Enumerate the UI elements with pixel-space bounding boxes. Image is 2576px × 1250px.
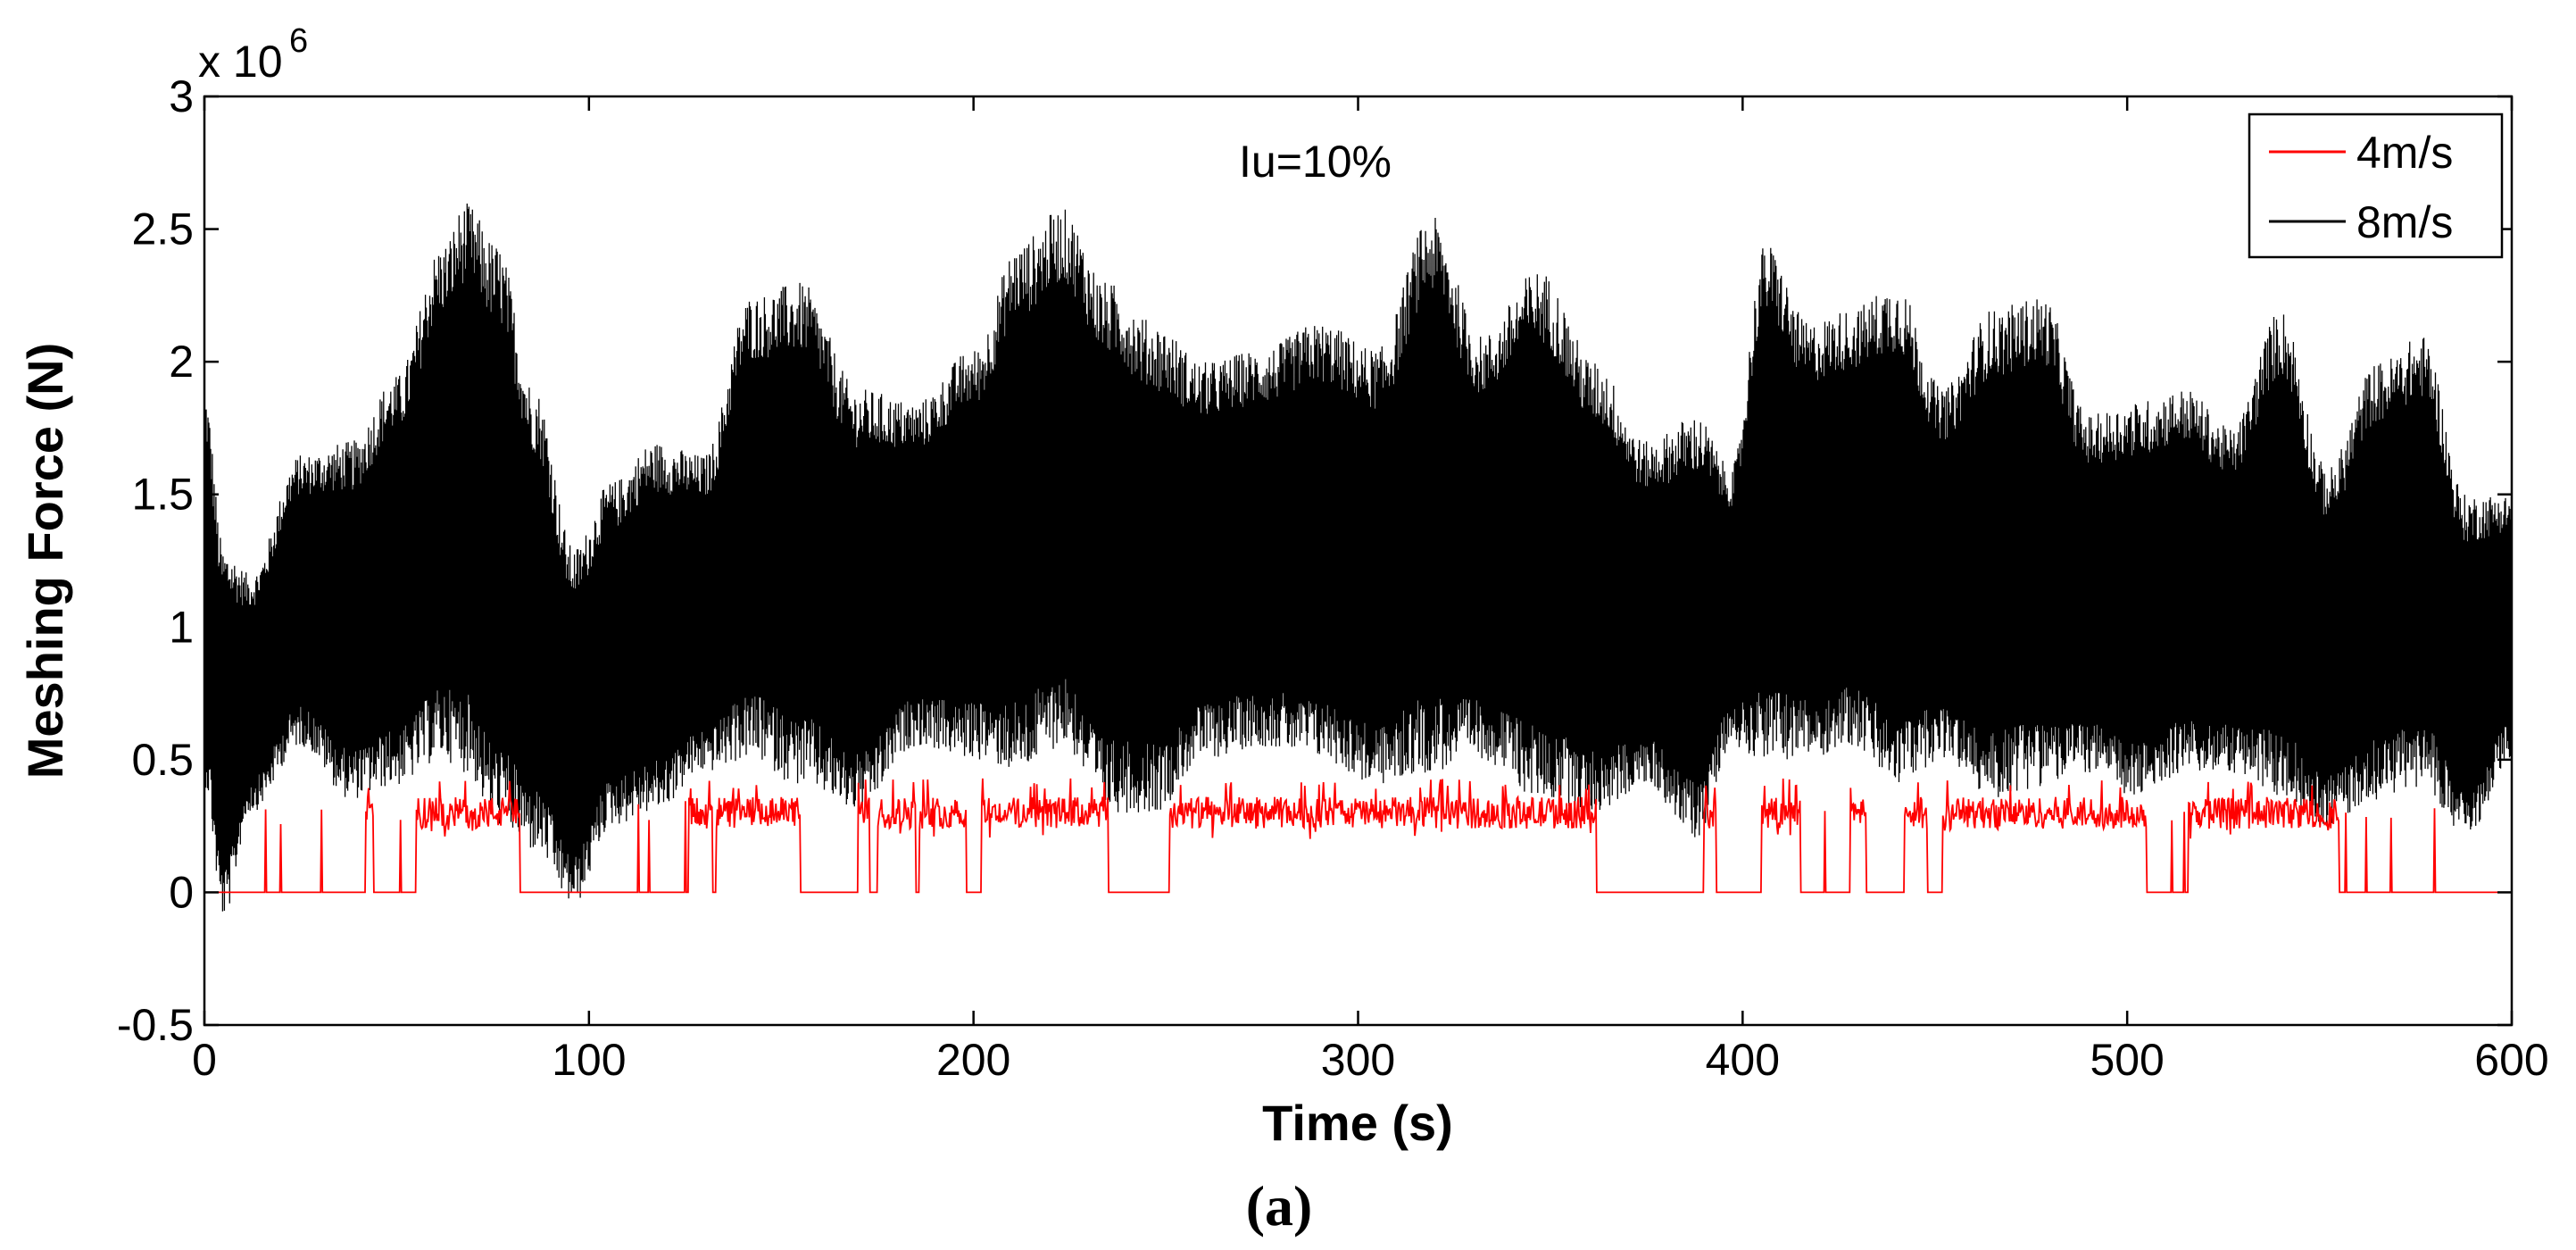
x-tick-label: 400 (1706, 1035, 1780, 1085)
y-tick-label: 2.5 (131, 204, 194, 254)
legend-label-4ms: 4m/s (2356, 128, 2453, 178)
x-tick-label: 500 (2090, 1035, 2164, 1085)
y-tick-label: 1 (169, 602, 194, 652)
y-exponent: 6 (289, 22, 308, 60)
x-tick-label: 200 (936, 1035, 1010, 1085)
y-tick-label: 2 (169, 337, 194, 387)
y-tick-label: 0 (169, 867, 194, 917)
x-tick-label: 300 (1321, 1035, 1395, 1085)
series-layer (204, 203, 2513, 912)
series-8ms-line (204, 203, 2513, 912)
x-axis-label: Time (s) (1262, 1095, 1453, 1151)
x-tick-label: 0 (192, 1035, 217, 1085)
y-axis-label: Meshing Force (N) (17, 343, 73, 779)
legend-label-8ms: 8m/s (2356, 197, 2453, 247)
legend: 4m/s 8m/s (2248, 112, 2504, 259)
y-multiplier: x 10 (198, 37, 283, 87)
y-tick-label: 1.5 (131, 470, 194, 520)
series-4ms-line (204, 778, 2512, 894)
x-tick-label: 600 (2474, 1035, 2548, 1085)
tick-layer: 0 100 200 300 400 500 600-0.500.511.522.53 (117, 71, 2549, 1085)
y-tick-label: 3 (169, 71, 194, 121)
legend-box (2248, 112, 2504, 259)
y-tick-label: 0.5 (131, 735, 194, 785)
x-tick-label: 100 (552, 1035, 626, 1085)
figure-caption: (a) (1246, 1174, 1313, 1238)
annotation-text: Iu=10% (1239, 137, 1392, 187)
y-tick-label: -0.5 (117, 1000, 194, 1050)
